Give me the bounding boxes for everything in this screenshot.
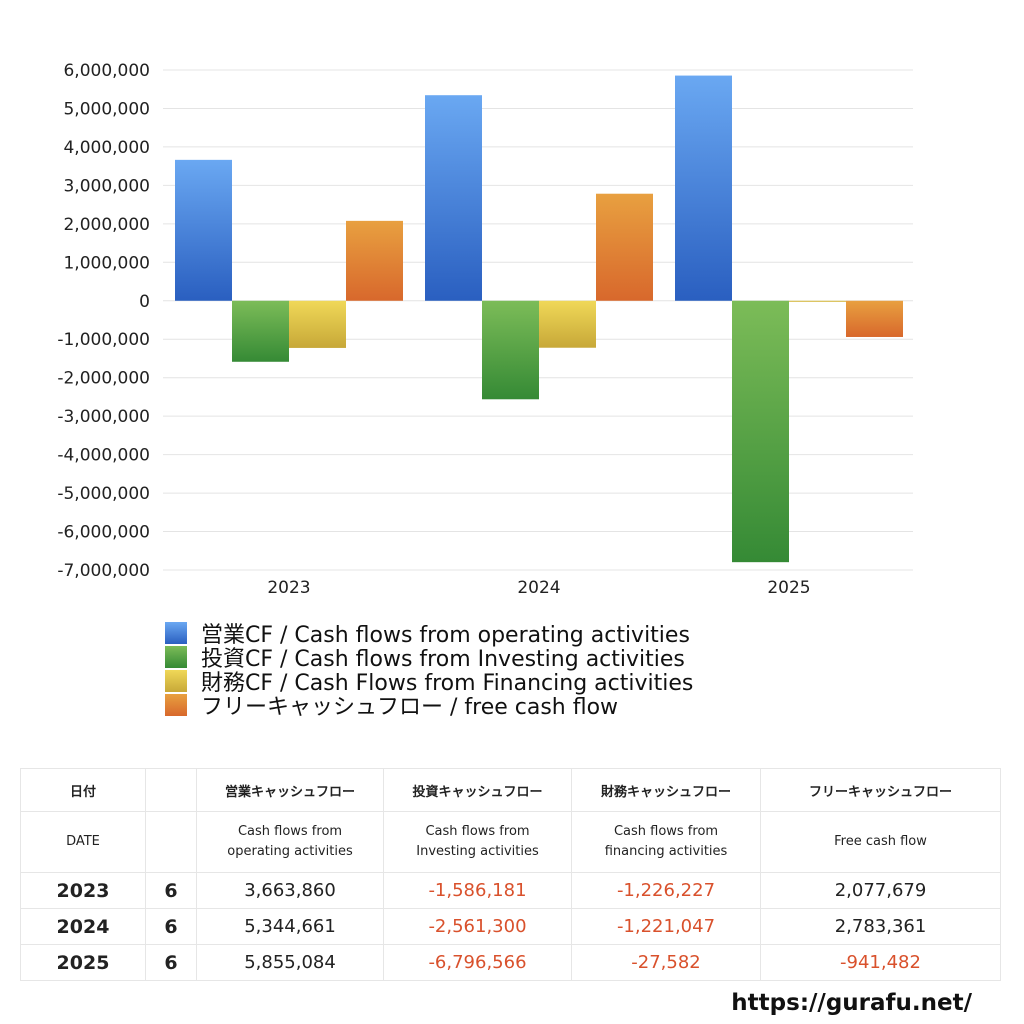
table-row: 2025 6 5,855,084 -6,796,566 -27,582 -941…	[20, 944, 1001, 981]
row-operating: 5,855,084	[196, 944, 384, 981]
row-month: 6	[145, 944, 197, 981]
header-operating-en-line1: Cash flows from	[237, 824, 343, 839]
legend-item-financing: 財務CF / Cash Flows from Financing activit…	[165, 669, 693, 696]
y-tick-label: 5,000,000	[63, 99, 150, 119]
bar-operating-2025	[675, 75, 732, 301]
row-free: -941,482	[760, 944, 1001, 981]
header-investing-ja: 投資キャッシュフロー	[383, 768, 572, 812]
chart-legend: 営業CF / Cash flows from operating activit…	[165, 621, 693, 720]
bar-investing-2024	[482, 300, 539, 400]
header-financing-en-line1: Cash flows from	[613, 824, 719, 839]
bar-investing-2023	[232, 300, 289, 362]
cash-flow-table: 日付 営業キャッシュフロー 投資キャッシュフロー 財務キャッシュフロー フリーキ…	[20, 768, 1001, 981]
bar-investing-2025	[732, 300, 789, 563]
header-free-ja: フリーキャッシュフロー	[760, 768, 1001, 812]
y-tick-label: 1,000,000	[63, 253, 150, 273]
y-tick-label: 0	[139, 292, 150, 312]
row-month: 6	[145, 872, 197, 909]
bar-operating-2023	[175, 159, 232, 301]
header-financing-en-line2: financing activities	[604, 844, 728, 859]
header-operating-ja: 営業キャッシュフロー	[196, 768, 384, 812]
legend-swatch-free	[165, 694, 187, 716]
header-blank	[145, 768, 197, 812]
bar-operating-2024	[425, 95, 482, 301]
legend-swatch-financing	[165, 670, 187, 692]
y-tick-label: 4,000,000	[63, 138, 150, 158]
row-operating: 3,663,860	[196, 872, 384, 909]
header-investing-en-line1: Cash flows from	[425, 824, 530, 839]
header-operating-en: Cash flows from operating activities	[196, 811, 384, 873]
bar-free-2025	[846, 300, 903, 337]
site-url: https://gurafu.net/	[731, 990, 972, 1016]
y-tick-label: 2,000,000	[63, 215, 150, 235]
bar-free-2023	[346, 220, 403, 301]
x-tick-label: 2024	[517, 578, 560, 598]
row-operating: 5,344,661	[196, 908, 384, 945]
bar-financing-2023	[289, 300, 346, 348]
row-financing: -1,226,227	[571, 872, 761, 909]
legend-swatch-operating	[165, 622, 187, 644]
y-tick-label: -1,000,000	[57, 330, 150, 350]
legend-swatch-investing	[165, 646, 187, 668]
table-row: 2024 6 5,344,661 -2,561,300 -1,221,047 2…	[20, 908, 1001, 945]
header-blank-en	[145, 811, 197, 873]
y-tick-label: -7,000,000	[57, 561, 150, 581]
row-year: 2023	[20, 872, 146, 909]
row-free: 2,077,679	[760, 872, 1001, 909]
y-tick-label: 3,000,000	[63, 176, 150, 196]
row-financing: -1,221,047	[571, 908, 761, 945]
cash-flow-chart: 6,000,000 5,000,000 4,000,000 3,000,000 2,00…	[57, 61, 913, 598]
legend-item-operating: 営業CF / Cash flows from operating activit…	[165, 621, 693, 648]
y-tick-label: -6,000,000	[57, 523, 150, 543]
legend-label-financing: 財務CF / Cash Flows from Financing activit…	[201, 671, 694, 696]
row-financing: -27,582	[571, 944, 761, 981]
bar-financing-2025	[789, 300, 846, 302]
bar-free-2024	[596, 193, 653, 301]
header-financing-en: Cash flows from financing activities	[571, 811, 761, 873]
table-header-row-en: DATE Cash flows from operating activitie…	[20, 811, 1001, 873]
header-date-ja: 日付	[20, 768, 146, 812]
header-free-en: Free cash flow	[760, 811, 1001, 873]
table-row: 2023 6 3,663,860 -1,586,181 -1,226,227 2…	[20, 872, 1001, 909]
legend-label-investing: 投資CF / Cash flows from Investing activit…	[201, 647, 685, 672]
table-header-row-ja: 日付 営業キャッシュフロー 投資キャッシュフロー 財務キャッシュフロー フリーキ…	[20, 768, 1001, 812]
x-tick-label: 2023	[267, 578, 310, 598]
y-tick-label: -2,000,000	[57, 369, 150, 389]
header-operating-en-line2: operating activities	[227, 844, 353, 859]
row-year: 2025	[20, 944, 146, 981]
y-tick-label: -3,000,000	[57, 407, 150, 427]
legend-item-investing: 投資CF / Cash flows from Investing activit…	[165, 645, 693, 672]
legend-label-operating: 営業CF / Cash flows from operating activit…	[201, 623, 690, 648]
x-tick-label: 2025	[767, 578, 810, 598]
header-financing-ja: 財務キャッシュフロー	[571, 768, 761, 812]
header-date-en: DATE	[20, 811, 146, 873]
row-investing: -1,586,181	[383, 872, 572, 909]
row-year: 2024	[20, 908, 146, 945]
row-free: 2,783,361	[760, 908, 1001, 945]
row-investing: -6,796,566	[383, 944, 572, 981]
bar-financing-2024	[539, 300, 596, 348]
header-investing-en-line2: Investing activities	[416, 844, 539, 859]
row-investing: -2,561,300	[383, 908, 572, 945]
legend-item-free: フリーキャッシュフロー / free cash flow	[165, 693, 693, 720]
row-month: 6	[145, 908, 197, 945]
y-tick-label: -5,000,000	[57, 484, 150, 504]
y-tick-label: -4,000,000	[57, 446, 150, 466]
y-tick-label: 6,000,000	[63, 61, 150, 81]
header-investing-en: Cash flows from Investing activities	[383, 811, 572, 873]
legend-label-free: フリーキャッシュフロー / free cash flow	[201, 695, 619, 720]
